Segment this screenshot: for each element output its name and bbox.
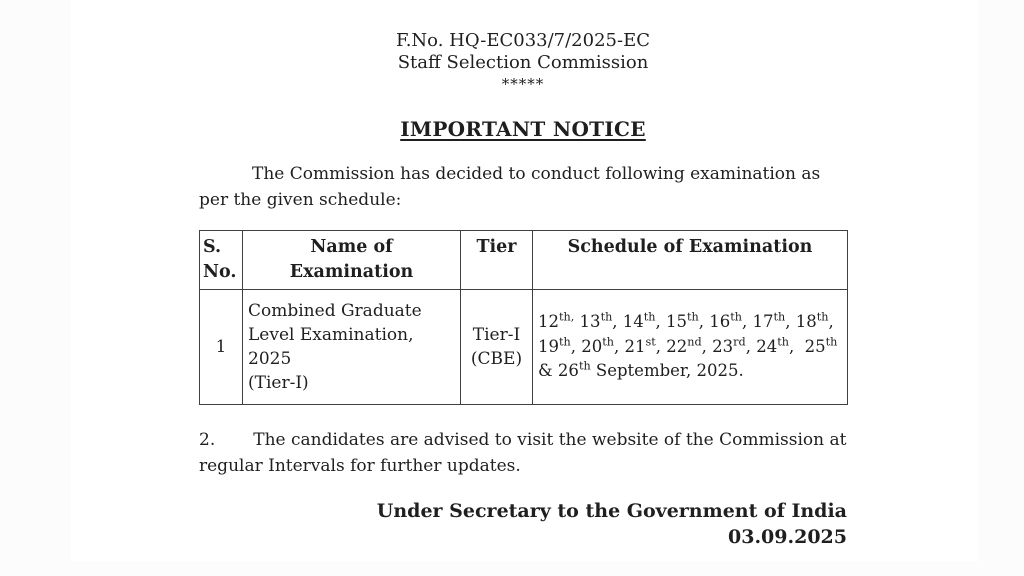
scanned-page: F.No. HQ-EC033/7/2025-EC Staff Selection… bbox=[71, 0, 978, 561]
cell-tier: Tier-I (CBE) bbox=[460, 289, 533, 405]
header-schedule: Schedule of Examination bbox=[532, 230, 848, 290]
cell-sno: 1 bbox=[199, 289, 243, 405]
separator-stars: ***** bbox=[501, 75, 545, 93]
header-tier: Tier bbox=[460, 230, 533, 290]
header-name: Name of Examination bbox=[242, 230, 461, 290]
organization-name: Staff Selection Commission bbox=[397, 52, 649, 73]
intro-paragraph: The Commission has decided to conduct fo… bbox=[199, 164, 821, 210]
file-number: F.No. HQ-EC033/7/2025-EC bbox=[396, 30, 650, 51]
point2-text: The candidates are advised to visit the … bbox=[199, 430, 847, 476]
cell-schedule: 12th, 13th, 14th, 15th, 16th, 17th, 18th… bbox=[532, 289, 848, 405]
table-row: 1 Combined Graduate Level Examination, 20… bbox=[199, 289, 848, 405]
notice-title-text: IMPORTANT NOTICE bbox=[400, 117, 646, 141]
header-name-text: Name of Examination bbox=[289, 237, 414, 282]
header-sno: S. No. bbox=[199, 230, 243, 290]
notice-title: IMPORTANT NOTICE bbox=[199, 117, 847, 141]
point2-number: 2. bbox=[199, 430, 216, 450]
signature-block: Under Secretary to the Government of Ind… bbox=[199, 499, 847, 550]
notice-document: F.No. HQ-EC033/7/2025-EC Staff Selection… bbox=[199, 0, 848, 550]
cell-exam-name: Combined Graduate Level Examination, 2025… bbox=[242, 289, 461, 405]
signature-title: Under Secretary to the Government of Ind… bbox=[376, 500, 847, 522]
exam-schedule-table: S. No. Name of Examination Tier Schedule… bbox=[199, 230, 848, 405]
table-header-row: S. No. Name of Examination Tier Schedule… bbox=[199, 230, 848, 290]
signature-date: 03.09.2025 bbox=[728, 526, 847, 548]
point2-paragraph: 2. The candidates are advised to visit th… bbox=[199, 427, 847, 479]
